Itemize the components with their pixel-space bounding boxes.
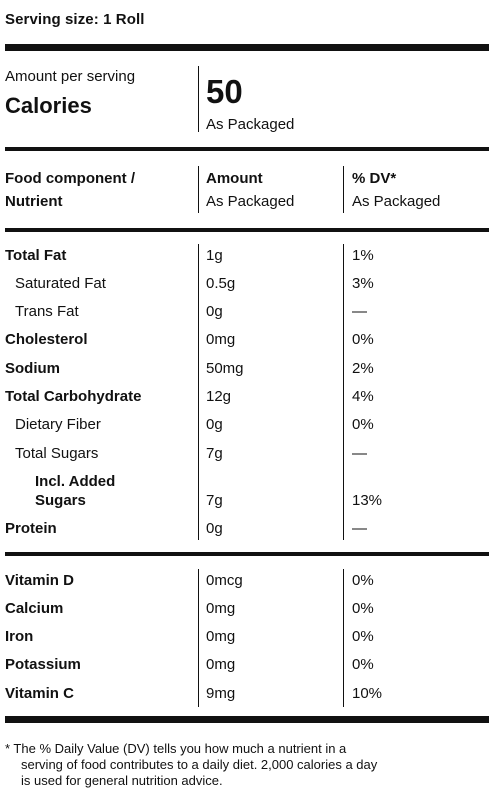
nutrient-amount: 0mg: [206, 331, 236, 348]
header-nutrient: Food component / Nutrient: [5, 167, 135, 213]
vitamin-amount: 0mg: [206, 656, 236, 673]
vitamin-amount: 9mg: [206, 685, 236, 702]
nutrient-amount: 0g: [206, 520, 223, 537]
nutrient-name: Total Sugars: [15, 445, 99, 462]
header-dv-line2: As Packaged: [352, 193, 441, 210]
header-nutrient-line1: Food component /: [5, 170, 135, 187]
nutrient-dv: 4%: [352, 388, 374, 405]
vitamin-name: Iron: [5, 628, 34, 645]
vitamin-dv: 10%: [352, 685, 383, 702]
vitamin-dv: 0%: [352, 628, 374, 645]
nutrient-dv: 0%: [352, 331, 374, 348]
nutrient-name: Total Carbohydrate: [5, 388, 142, 405]
divider-thick: [5, 716, 489, 723]
nutrient-dv: 2%: [352, 360, 374, 377]
nutrient-dv: 13%: [352, 492, 383, 509]
vitamin-name: Potassium: [5, 656, 81, 673]
nutrient-dv: 1%: [352, 247, 374, 264]
nutrient-amount: 0.5g: [206, 275, 236, 292]
vitamin-column-divider-2: [343, 569, 344, 707]
vitamin-column-divider-1: [198, 569, 199, 707]
vitamin-name: Calcium: [5, 600, 64, 617]
nutrient-name: Protein: [5, 520, 57, 537]
nutrient-amount: 1g: [206, 247, 223, 264]
nutrient-amount: 50mg: [206, 360, 244, 377]
nutrient-name: Saturated Fat: [15, 275, 106, 292]
nutrient-name: Sodium: [5, 360, 60, 377]
divider-medium: [5, 147, 489, 151]
vitamin-name: Vitamin C: [5, 685, 74, 702]
nutrient-dv: —: [352, 303, 367, 320]
amount-per-serving: Amount per serving: [5, 68, 136, 85]
header-dv-line1: % DV*: [352, 170, 397, 187]
nutrient-name-line2: Sugars: [35, 492, 86, 509]
divider-medium: [5, 228, 489, 232]
footnote-line1: * The % Daily Value (DV) tells you how m…: [5, 741, 347, 756]
nutrient-dv: —: [352, 520, 367, 537]
divider-thick: [5, 44, 489, 51]
header-divider-2: [343, 166, 344, 213]
divider-medium: [5, 552, 489, 556]
nutrient-dv: 0%: [352, 416, 374, 433]
nutrient-name: Dietary Fiber: [15, 416, 101, 433]
header-dv: % DV* As Packaged: [352, 167, 440, 213]
nutrient-column-divider-1: [198, 244, 199, 540]
footnote-line3: is used for general nutrition advice.: [21, 773, 223, 788]
calories-basis: As Packaged: [206, 116, 295, 133]
daily-value-footnote: * The % Daily Value (DV) tells you how m…: [5, 741, 489, 789]
nutrient-name: Trans Fat: [15, 303, 79, 320]
vitamin-amount: 0mg: [206, 628, 236, 645]
header-divider-1: [198, 166, 199, 213]
nutrient-amount: 12g: [206, 388, 232, 405]
nutrient-name: Total Fat: [5, 247, 67, 264]
vitamin-name: Vitamin D: [5, 572, 74, 589]
nutrient-name-line1: Incl. Added: [35, 473, 116, 490]
calories-column-divider: [198, 66, 199, 132]
calories-label: Calories: [5, 93, 92, 118]
footnote-line2: serving of food contributes to a daily d…: [21, 757, 378, 772]
nutrient-amount: 7g: [206, 492, 223, 509]
header-amount-line2: As Packaged: [206, 193, 295, 210]
vitamin-dv: 0%: [352, 572, 374, 589]
vitamin-amount: 0mg: [206, 600, 236, 617]
nutrient-dv: 3%: [352, 275, 374, 292]
header-amount: Amount As Packaged: [206, 167, 294, 213]
calories-value: 50: [206, 73, 243, 110]
nutrient-column-divider-2: [343, 244, 344, 540]
vitamin-dv: 0%: [352, 600, 374, 617]
nutrient-amount: 0g: [206, 303, 223, 320]
nutrient-name: Cholesterol: [5, 331, 88, 348]
nutrient-dv: —: [352, 445, 367, 462]
vitamin-amount: 0mcg: [206, 572, 243, 589]
serving-size: Serving size: 1 Roll: [5, 11, 145, 28]
header-nutrient-line2: Nutrient: [5, 193, 63, 210]
nutrient-amount: 0g: [206, 416, 223, 433]
nutrient-amount: 7g: [206, 445, 223, 462]
vitamin-dv: 0%: [352, 656, 374, 673]
header-amount-line1: Amount: [206, 170, 263, 187]
